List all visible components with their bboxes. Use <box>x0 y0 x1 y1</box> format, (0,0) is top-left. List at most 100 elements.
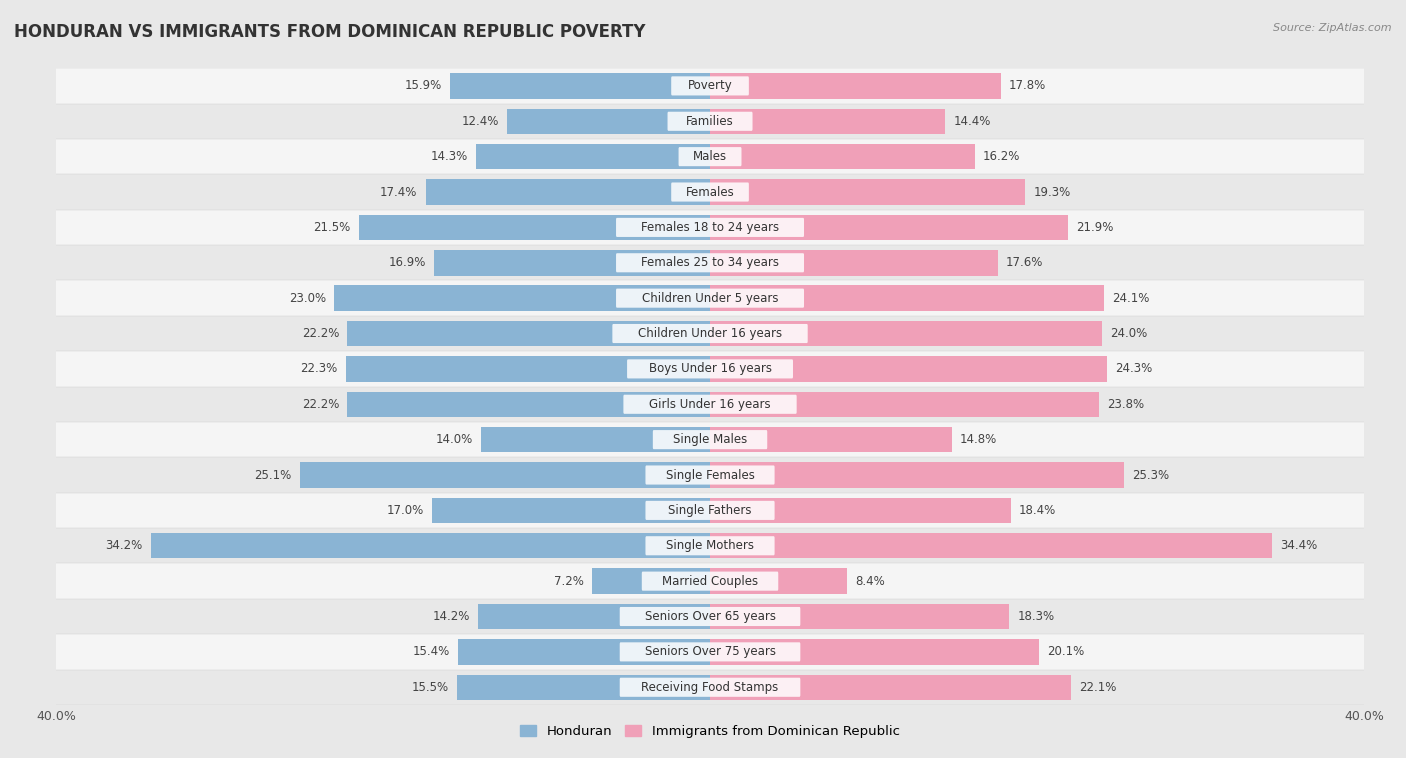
Bar <box>710 356 1107 381</box>
Text: 34.2%: 34.2% <box>105 539 143 553</box>
FancyBboxPatch shape <box>645 536 775 556</box>
Text: Poverty: Poverty <box>688 80 733 92</box>
Bar <box>477 144 710 169</box>
Text: 14.2%: 14.2% <box>433 610 470 623</box>
Bar <box>347 321 710 346</box>
Bar <box>56 139 1364 174</box>
Text: 24.3%: 24.3% <box>1115 362 1153 375</box>
FancyBboxPatch shape <box>620 642 800 662</box>
Text: 17.4%: 17.4% <box>380 186 418 199</box>
Text: 22.3%: 22.3% <box>299 362 337 375</box>
Bar <box>710 533 1272 559</box>
Bar <box>710 180 1025 205</box>
FancyBboxPatch shape <box>620 678 800 697</box>
Text: 15.4%: 15.4% <box>413 645 450 659</box>
Bar <box>56 210 1364 245</box>
FancyBboxPatch shape <box>679 147 741 166</box>
Bar <box>450 74 710 99</box>
Text: 21.5%: 21.5% <box>314 221 350 234</box>
FancyBboxPatch shape <box>627 359 793 378</box>
Bar <box>478 604 710 629</box>
Text: 14.4%: 14.4% <box>953 114 991 128</box>
Text: 20.1%: 20.1% <box>1046 645 1084 659</box>
Bar <box>56 457 1364 493</box>
Bar <box>426 180 710 205</box>
Bar <box>335 286 710 311</box>
Bar <box>710 568 848 594</box>
FancyBboxPatch shape <box>616 218 804 237</box>
Text: 24.1%: 24.1% <box>1112 292 1150 305</box>
FancyBboxPatch shape <box>652 430 768 449</box>
Text: 17.6%: 17.6% <box>1005 256 1043 269</box>
Text: 22.1%: 22.1% <box>1080 681 1116 694</box>
Bar <box>56 351 1364 387</box>
Text: 18.3%: 18.3% <box>1018 610 1054 623</box>
Text: Single Fathers: Single Fathers <box>668 504 752 517</box>
Bar <box>299 462 710 487</box>
Text: 25.1%: 25.1% <box>254 468 291 481</box>
FancyBboxPatch shape <box>645 465 775 484</box>
Text: 34.4%: 34.4% <box>1281 539 1317 553</box>
Text: Seniors Over 75 years: Seniors Over 75 years <box>644 645 776 659</box>
Text: Married Couples: Married Couples <box>662 575 758 587</box>
FancyBboxPatch shape <box>623 395 797 414</box>
Text: 17.8%: 17.8% <box>1010 80 1046 92</box>
Text: Seniors Over 65 years: Seniors Over 65 years <box>644 610 776 623</box>
Text: Children Under 5 years: Children Under 5 years <box>641 292 779 305</box>
Text: 15.9%: 15.9% <box>405 80 441 92</box>
Bar <box>150 533 710 559</box>
Bar <box>710 215 1069 240</box>
Text: Boys Under 16 years: Boys Under 16 years <box>648 362 772 375</box>
Bar <box>710 675 1071 700</box>
Text: 23.0%: 23.0% <box>288 292 326 305</box>
Bar <box>56 104 1364 139</box>
Bar <box>56 68 1364 104</box>
Text: Single Females: Single Females <box>665 468 755 481</box>
Text: 14.8%: 14.8% <box>960 433 997 446</box>
Text: 12.4%: 12.4% <box>461 114 499 128</box>
Text: Males: Males <box>693 150 727 163</box>
Bar <box>347 392 710 417</box>
Text: Receiving Food Stamps: Receiving Food Stamps <box>641 681 779 694</box>
Bar <box>359 215 710 240</box>
Bar <box>457 675 710 700</box>
Bar <box>710 144 974 169</box>
Bar <box>56 528 1364 563</box>
Text: 15.5%: 15.5% <box>412 681 449 694</box>
Bar <box>710 427 952 453</box>
Text: Single Males: Single Males <box>673 433 747 446</box>
Bar <box>56 493 1364 528</box>
Bar <box>592 568 710 594</box>
Bar <box>710 639 1039 665</box>
Text: 16.2%: 16.2% <box>983 150 1021 163</box>
Bar <box>346 356 710 381</box>
Bar <box>710 604 1010 629</box>
FancyBboxPatch shape <box>645 501 775 520</box>
Bar <box>56 634 1364 669</box>
Text: 19.3%: 19.3% <box>1033 186 1071 199</box>
Text: 16.9%: 16.9% <box>388 256 426 269</box>
Text: 14.3%: 14.3% <box>430 150 468 163</box>
FancyBboxPatch shape <box>641 572 779 590</box>
Text: HONDURAN VS IMMIGRANTS FROM DOMINICAN REPUBLIC POVERTY: HONDURAN VS IMMIGRANTS FROM DOMINICAN RE… <box>14 23 645 41</box>
Text: 25.3%: 25.3% <box>1132 468 1168 481</box>
FancyBboxPatch shape <box>620 607 800 626</box>
Bar <box>56 599 1364 634</box>
Bar <box>56 669 1364 705</box>
Legend: Honduran, Immigrants from Dominican Republic: Honduran, Immigrants from Dominican Repu… <box>515 719 905 743</box>
Text: 14.0%: 14.0% <box>436 433 472 446</box>
Bar <box>710 108 945 134</box>
FancyBboxPatch shape <box>671 77 749 96</box>
Text: 23.8%: 23.8% <box>1107 398 1144 411</box>
Text: Females 18 to 24 years: Females 18 to 24 years <box>641 221 779 234</box>
Bar <box>710 286 1104 311</box>
Text: Females 25 to 34 years: Females 25 to 34 years <box>641 256 779 269</box>
Bar <box>56 563 1364 599</box>
FancyBboxPatch shape <box>616 289 804 308</box>
Text: 18.4%: 18.4% <box>1019 504 1056 517</box>
Bar <box>56 422 1364 457</box>
Text: Children Under 16 years: Children Under 16 years <box>638 327 782 340</box>
Text: 22.2%: 22.2% <box>302 398 339 411</box>
FancyBboxPatch shape <box>671 183 749 202</box>
Text: Girls Under 16 years: Girls Under 16 years <box>650 398 770 411</box>
